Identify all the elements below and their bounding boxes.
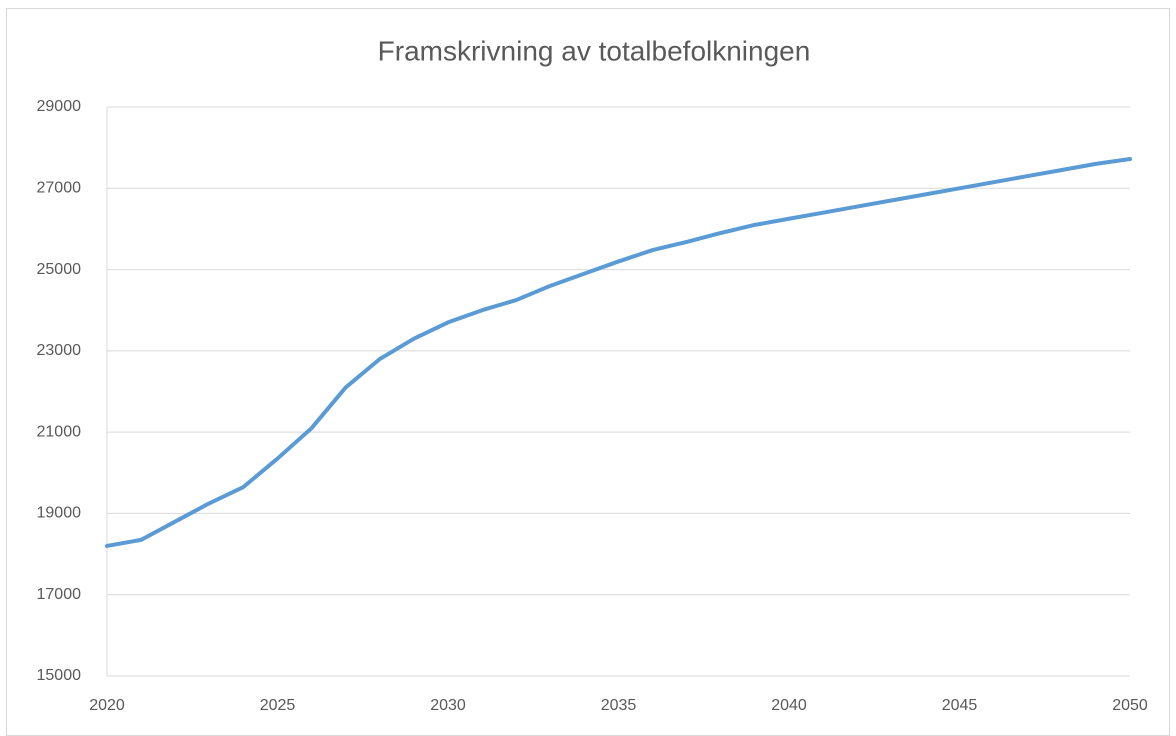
y-tick-label: 21000 xyxy=(37,423,82,440)
x-tick-label: 2045 xyxy=(942,697,978,714)
chart-frame xyxy=(6,8,1170,736)
y-tick-label: 29000 xyxy=(37,98,82,115)
chart-title: Framskrivning av totalbefolkningen xyxy=(378,35,811,66)
y-tick-label: 25000 xyxy=(37,261,82,278)
y-tick-label: 19000 xyxy=(37,505,82,522)
x-tick-label: 2020 xyxy=(89,697,125,714)
y-tick-label: 27000 xyxy=(37,180,82,197)
y-tick-label: 17000 xyxy=(37,586,82,603)
x-tick-label: 2030 xyxy=(430,697,466,714)
y-tick-label: 23000 xyxy=(37,342,82,359)
x-tick-label: 2035 xyxy=(601,697,637,714)
x-tick-label: 2025 xyxy=(260,697,296,714)
y-tick-label: 15000 xyxy=(37,667,82,684)
x-tick-label: 2050 xyxy=(1112,697,1148,714)
data-line xyxy=(105,157,1132,548)
x-tick-label: 2040 xyxy=(771,697,807,714)
